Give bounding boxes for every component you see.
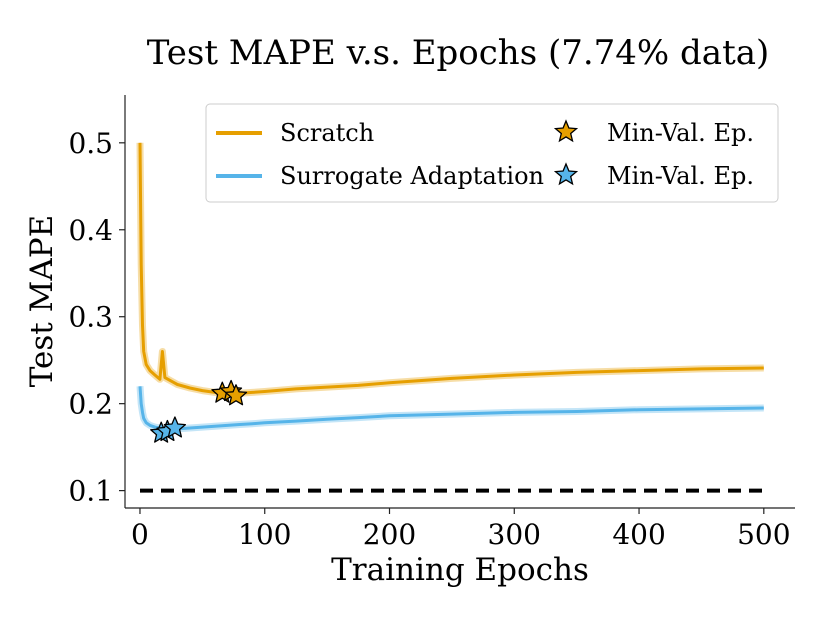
legend-label-surrogate: Surrogate Adaptation (280, 162, 544, 190)
y-tick-label: 0.3 (68, 301, 113, 334)
x-tick-label: 500 (737, 518, 790, 551)
x-axis-label: Training Epochs (331, 552, 589, 588)
axis-ticks: 0 100 200 300 400 500 0.1 0.2 0.3 0.4 0.5 (68, 127, 790, 551)
x-tick-label: 100 (238, 518, 291, 551)
legend-frame (205, 103, 779, 203)
y-tick-label: 0.1 (68, 475, 113, 508)
x-tick-label: 0 (131, 518, 149, 551)
legend-star-surrogate (553, 162, 579, 186)
plot-area: 0 100 200 300 400 500 0.1 0.2 0.3 0.4 0.5 (68, 95, 795, 551)
y-tick-label: 0.4 (68, 214, 113, 247)
chart-title: Test MAPE v.s. Epochs (7.74% data) (147, 33, 770, 73)
legend-star-scratch (553, 119, 579, 143)
x-tick-label: 300 (488, 518, 541, 551)
min-val-star-scratch (224, 384, 248, 406)
x-tick-label: 400 (612, 518, 665, 551)
y-tick-label: 0.5 (68, 127, 113, 160)
y-tick-label: 0.2 (68, 388, 113, 421)
y-axis-label: Test MAPE (24, 215, 60, 387)
x-tick-label: 200 (363, 518, 416, 551)
legend: Scratch Min-Val. Ep. Surrogate Adaptatio… (205, 103, 779, 203)
series-line-surrogate-adaptation (138, 386, 764, 431)
min-val-star-surrogate-adaptation (163, 416, 187, 438)
marker-layer (150, 379, 248, 443)
legend-label-minval-surrogate: Min-Val. Ep. (607, 162, 754, 190)
legend-label-minval-scratch: Min-Val. Ep. (607, 119, 754, 147)
legend-label-scratch: Scratch (280, 119, 374, 147)
